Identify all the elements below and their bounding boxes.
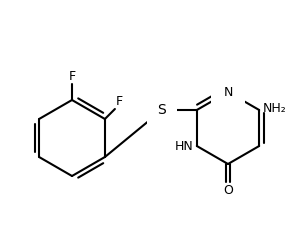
Text: NH₂: NH₂ xyxy=(263,101,287,114)
Text: HN: HN xyxy=(175,140,194,154)
Text: N: N xyxy=(223,85,233,99)
Text: F: F xyxy=(68,70,76,83)
Text: S: S xyxy=(158,103,166,117)
Text: F: F xyxy=(116,95,123,108)
Text: O: O xyxy=(223,184,233,197)
